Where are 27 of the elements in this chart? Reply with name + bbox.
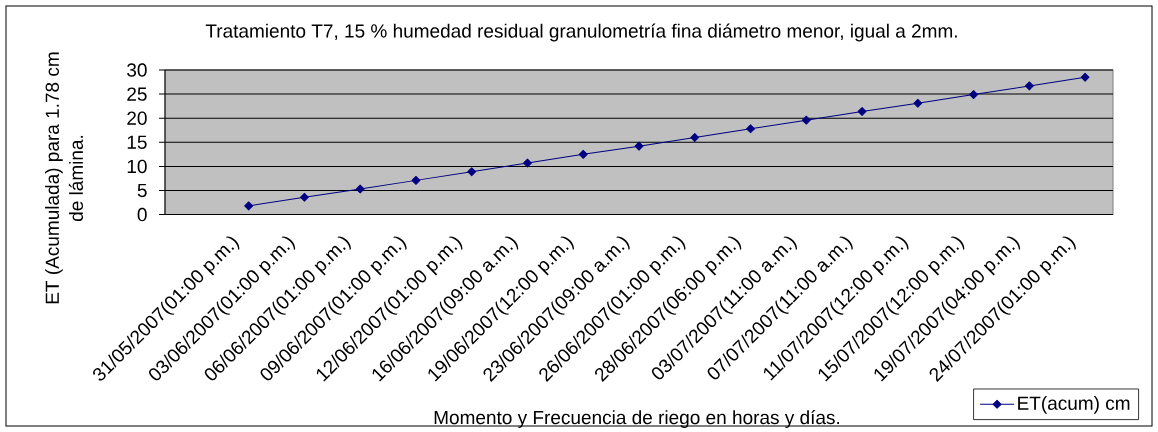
y-tick-label: 0 bbox=[137, 207, 147, 222]
chart-title: Tratamiento T7, 15 % humedad residual granulometría fina diámetro menor, igual a 2mm. bbox=[205, 23, 957, 42]
point bbox=[523, 158, 532, 168]
y-tick-label: 10 bbox=[127, 159, 147, 174]
y-tick-label: 20 bbox=[127, 111, 147, 125]
point bbox=[467, 167, 477, 177]
point bbox=[969, 90, 979, 100]
y-tick-label: 5 bbox=[137, 183, 147, 198]
point bbox=[244, 201, 254, 211]
point bbox=[1024, 81, 1034, 91]
point bbox=[913, 98, 923, 108]
point bbox=[634, 141, 644, 151]
point bbox=[299, 192, 309, 202]
point bbox=[1080, 72, 1090, 82]
y-tick-label: 25 bbox=[127, 87, 147, 101]
y-tick-label: 30 bbox=[127, 63, 147, 77]
point bbox=[801, 115, 811, 125]
point bbox=[578, 149, 588, 159]
y-tick-label: 15 bbox=[127, 135, 147, 149]
x-axis-title: Momento y Frecuencia de riego en horas y días. bbox=[434, 410, 840, 428]
point bbox=[355, 184, 365, 194]
point bbox=[411, 175, 421, 185]
point bbox=[746, 124, 755, 134]
point bbox=[857, 106, 867, 116]
legend-label: ET(acum) cm bbox=[1018, 395, 1130, 414]
y-axis-title: ET (Acumulada) para 1.78 cm de lámina. bbox=[45, 52, 84, 304]
point bbox=[690, 133, 700, 142]
